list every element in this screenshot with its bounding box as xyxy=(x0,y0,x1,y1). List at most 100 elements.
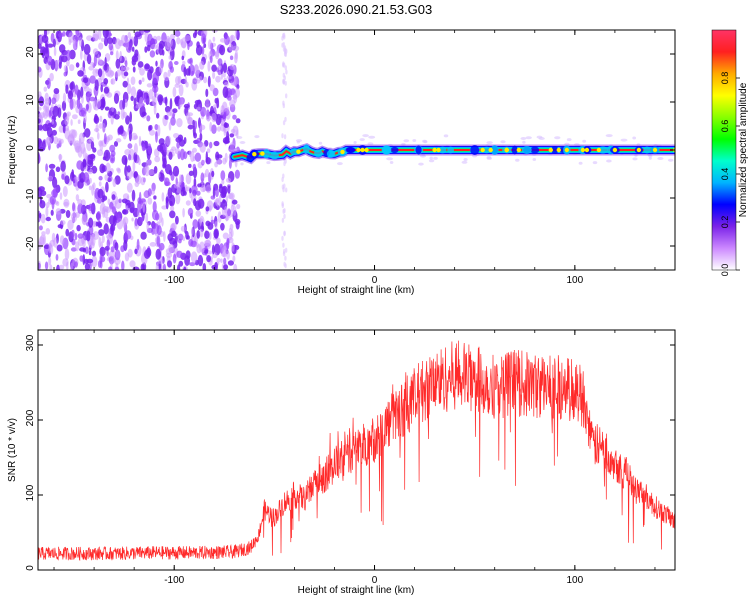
noise-blob xyxy=(89,177,92,184)
noise-blob xyxy=(201,33,207,45)
noise-blob xyxy=(194,63,199,72)
noise-blob xyxy=(282,42,285,47)
noise-blob xyxy=(134,181,140,188)
noise-blob xyxy=(197,183,202,188)
noise-blob xyxy=(221,245,228,258)
noise-blob xyxy=(58,153,62,163)
noise-blob xyxy=(98,42,104,50)
noise-blob xyxy=(98,123,103,129)
carrier-blob xyxy=(303,144,310,154)
noise-blob xyxy=(229,133,235,138)
noise-blob xyxy=(184,76,188,85)
noise-blob xyxy=(205,184,212,194)
noise-blob xyxy=(45,163,48,173)
noise-blob xyxy=(88,250,92,256)
noise-blob xyxy=(98,181,102,187)
noise-blob xyxy=(211,30,218,33)
noise-blob xyxy=(157,124,161,137)
noise-blob xyxy=(153,195,157,200)
noise-blob xyxy=(285,187,288,193)
noise-blob xyxy=(386,157,394,161)
y-tick-label: 0 xyxy=(25,145,36,151)
noise-blob xyxy=(266,161,271,165)
noise-blob xyxy=(72,202,76,212)
noise-blob xyxy=(463,158,468,161)
noise-blob xyxy=(204,108,207,115)
noise-blob xyxy=(108,255,115,265)
noise-blob xyxy=(205,88,209,98)
carrier-blob xyxy=(643,146,651,154)
colorbar-tick-label: 0.6 xyxy=(720,120,730,133)
noise-blob xyxy=(203,43,207,48)
noise-blob xyxy=(145,212,149,224)
noise-blob xyxy=(85,91,91,103)
noise-blob xyxy=(98,175,103,181)
noise-blob xyxy=(164,96,168,107)
noise-blob xyxy=(70,262,74,270)
noise-blob xyxy=(197,254,204,267)
noise-blob xyxy=(108,42,114,51)
noise-blob xyxy=(192,219,199,229)
noise-blob xyxy=(162,157,167,168)
noise-blob xyxy=(209,121,213,132)
noise-blob xyxy=(98,229,105,236)
noise-blob xyxy=(164,181,171,186)
noise-blob xyxy=(173,183,179,189)
noise-blob xyxy=(123,66,130,71)
noise-blob xyxy=(56,244,63,252)
noise-blob xyxy=(648,156,652,160)
noise-blob xyxy=(169,98,173,110)
noise-blob xyxy=(214,97,218,104)
noise-blob xyxy=(79,255,84,262)
noise-blob xyxy=(172,86,177,98)
noise-blob xyxy=(82,247,86,253)
noise-blob xyxy=(209,55,213,64)
noise-blob xyxy=(229,64,236,71)
noise-blob xyxy=(122,131,127,140)
noise-blob xyxy=(61,55,68,63)
noise-blob xyxy=(122,216,129,226)
noise-blob xyxy=(353,141,357,144)
noise-blob xyxy=(133,35,139,47)
noise-blob xyxy=(218,195,222,206)
noise-blob xyxy=(201,221,204,232)
noise-blob xyxy=(520,137,527,140)
noise-blob xyxy=(172,165,180,177)
noise-blob xyxy=(219,44,226,56)
noise-blob xyxy=(94,79,99,92)
noise-blob xyxy=(359,138,365,142)
x-tick-label: -100 xyxy=(164,275,184,286)
noise-blob xyxy=(234,52,238,64)
noise-blob xyxy=(83,85,90,92)
noise-blob xyxy=(49,72,54,82)
noise-blob xyxy=(49,264,53,270)
x-tick-label: 100 xyxy=(566,575,583,586)
noise-blob xyxy=(87,204,94,211)
noise-blob xyxy=(110,115,114,125)
noise-blob xyxy=(226,239,230,250)
noise-blob xyxy=(44,92,49,102)
noise-blob xyxy=(156,225,162,236)
noise-blob xyxy=(212,71,216,80)
noise-blob xyxy=(163,143,168,153)
noise-blob xyxy=(114,114,120,120)
noise-blob xyxy=(218,64,222,70)
noise-blob xyxy=(235,220,240,230)
noise-blob xyxy=(181,55,185,61)
noise-blob xyxy=(48,242,52,254)
noise-blob xyxy=(182,60,186,66)
noise-blob xyxy=(150,43,158,50)
noise-blob xyxy=(220,170,226,181)
noise-blob xyxy=(113,93,120,104)
noise-blob xyxy=(117,168,121,174)
noise-blob xyxy=(83,113,87,124)
noise-blob xyxy=(187,207,194,217)
noise-blob xyxy=(82,158,87,168)
noise-blob xyxy=(176,37,181,45)
y-tick-label: 20 xyxy=(25,46,36,58)
noise-blob xyxy=(175,76,181,85)
noise-blob xyxy=(283,261,286,267)
carrier-peak xyxy=(516,147,521,153)
noise-blob xyxy=(171,230,177,238)
noise-blob xyxy=(175,193,181,205)
